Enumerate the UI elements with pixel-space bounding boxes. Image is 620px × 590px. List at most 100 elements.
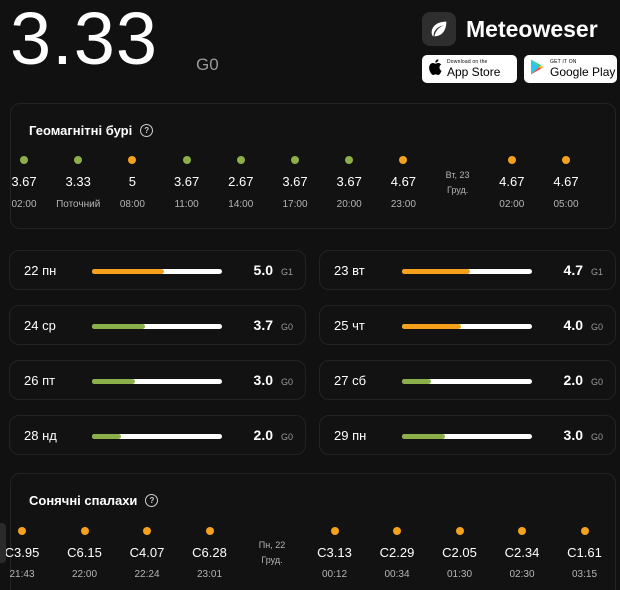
forecast-bar-track xyxy=(402,379,532,384)
geomagnetic-timeline-time: 23:00 xyxy=(390,199,416,210)
geomagnetic-timeline-value: 5 xyxy=(128,174,136,189)
forecast-bar-fill xyxy=(402,269,470,274)
forecast-day: 23 вт xyxy=(334,263,365,278)
brand-name: Meteoweser xyxy=(466,15,598,42)
forecast-g-level: G1 xyxy=(281,267,294,277)
solar-timeline-value: C3.13 xyxy=(317,545,352,560)
geomagnetic-timeline-time: Поточний xyxy=(56,199,101,210)
solar-level-dot xyxy=(80,527,89,535)
solar-timeline-time: 00:34 xyxy=(384,569,410,580)
solar-timeline-value: C3.95 xyxy=(4,545,40,560)
scroll-handle[interactable] xyxy=(0,523,6,563)
solar-timeline-value: C6.15 xyxy=(67,545,102,560)
forecast-card[interactable]: 22 пн 5.0 G1 xyxy=(9,250,306,290)
geomagnetic-timeline-value: 4.67 xyxy=(499,174,525,189)
forecast-bar-fill xyxy=(92,269,164,274)
solar-timeline-time: 23:01 xyxy=(196,569,223,580)
help-icon[interactable]: ? xyxy=(140,124,154,137)
solar-level-dot xyxy=(580,527,589,535)
geomagnetic-timeline-value: 4.67 xyxy=(553,174,579,189)
forecast-value: 2.0 xyxy=(563,372,583,388)
forecast-day: 29 пн xyxy=(334,428,367,443)
forecast-bar-fill xyxy=(402,379,431,384)
solar-day-line: Груд. xyxy=(261,555,283,565)
geomagnetic-level-dot xyxy=(74,156,83,164)
solar-flares-panel: Сонячні спалахи ? C3.95 21:43 C6.15 22:00 C4… xyxy=(5,473,616,590)
google-play-button[interactable]: GET IT ON Google Play xyxy=(524,55,617,83)
forecast-bar-track xyxy=(402,269,532,274)
geomagnetic-timeline-value: 3.67 xyxy=(11,174,37,189)
brand[interactable]: Meteoweser xyxy=(422,12,598,46)
geomagnetic-title-row: Геомагнітні бурі ? xyxy=(29,123,154,138)
forecast-value: 3.0 xyxy=(563,427,583,443)
forecast-card[interactable]: 27 сб 2.0 G0 xyxy=(319,360,616,400)
forecast-g-level: G0 xyxy=(281,322,294,332)
solar-timeline-value: C2.34 xyxy=(504,545,540,560)
help-icon[interactable]: ? xyxy=(145,494,159,507)
forecast-card[interactable]: 29 пн 3.0 G0 xyxy=(319,415,616,455)
app-store-large: App Store xyxy=(447,65,501,79)
solar-level-dot xyxy=(143,527,151,535)
geomagnetic-level-dot xyxy=(236,156,245,164)
geomagnetic-level-dot xyxy=(507,156,516,164)
forecast-day: 27 сб xyxy=(334,373,367,388)
forecast-value: 5.0 xyxy=(253,262,273,278)
forecast-card[interactable]: 25 чт 4.0 G0 xyxy=(319,305,616,345)
geomagnetic-level-dot xyxy=(562,156,570,164)
solar-timeline-time: 00:12 xyxy=(321,569,348,580)
forecast-bar-track xyxy=(402,324,532,329)
solar-timeline-time: 22:00 xyxy=(71,569,98,580)
apple-icon xyxy=(428,58,442,80)
geomagnetic-timeline-time: 02:00 xyxy=(499,199,525,210)
geomagnetic-day-line: Груд. xyxy=(446,185,469,195)
forecast-bar-track xyxy=(92,434,222,439)
solar-level-dot xyxy=(18,527,26,535)
solar-timeline-time: 02:30 xyxy=(509,569,535,580)
geomagnetic-level-dot xyxy=(399,156,408,164)
forecast-card[interactable]: 26 пт 3.0 G0 xyxy=(9,360,306,400)
forecast-g-level: G1 xyxy=(591,267,604,277)
forecast-bar-fill xyxy=(92,324,146,329)
current-g-level: G0 xyxy=(196,55,219,74)
geomagnetic-level-dot xyxy=(20,156,28,164)
forecast-day: 22 пн xyxy=(24,263,57,278)
geomagnetic-level-dot xyxy=(128,156,137,164)
current-kp-value: 3.33 xyxy=(10,0,159,80)
solar-timeline-value: C6.28 xyxy=(192,545,227,560)
leaf-icon xyxy=(422,12,456,46)
geomagnetic-timeline-time: 14:00 xyxy=(228,199,254,210)
forecast-g-level: G0 xyxy=(591,432,604,442)
forecast-day: 26 пт xyxy=(24,373,56,388)
solar-timeline-value: C2.05 xyxy=(442,545,477,560)
geomagnetic-timeline-value: 4.67 xyxy=(390,174,417,189)
geomagnetic-panel: Геомагнітні бурі ? 3.67 02:00 3.33 Поточний… xyxy=(10,103,616,229)
geomagnetic-timeline-time: 02:00 xyxy=(11,199,37,210)
forecast-bar-track xyxy=(92,269,222,274)
app-store-small: Download on the xyxy=(447,59,488,65)
solar-level-dot xyxy=(455,527,464,535)
solar-timeline-time: 21:43 xyxy=(9,569,35,580)
solar-timeline-value: C1.61 xyxy=(567,545,602,560)
solar-timeline-time: 03:15 xyxy=(571,569,598,580)
forecast-value: 3.7 xyxy=(253,317,273,333)
solar-level-dot xyxy=(330,527,339,535)
geomagnetic-timeline-time: 05:00 xyxy=(553,199,579,210)
forecast-value: 2.0 xyxy=(253,427,273,443)
forecast-card[interactable]: 28 нд 2.0 G0 xyxy=(9,415,306,455)
forecast-value: 3.0 xyxy=(253,372,273,388)
geomagnetic-level-dot xyxy=(345,156,354,164)
google-play-large: Google Play xyxy=(550,65,616,79)
geomagnetic-day-separator: Вт, 23 Груд. xyxy=(428,168,488,198)
solar-title: Сонячні спалахи xyxy=(29,493,138,508)
forecast-card[interactable]: 23 вт 4.7 G1 xyxy=(319,250,616,290)
geomagnetic-timeline-time: 11:00 xyxy=(174,199,199,210)
geomagnetic-timeline-value: 3.33 xyxy=(65,174,91,189)
geomagnetic-timeline-value: 2.67 xyxy=(228,174,254,189)
forecast-g-level: G0 xyxy=(281,432,294,442)
forecast-card[interactable]: 24 ср 3.7 G0 xyxy=(9,305,306,345)
forecast-bar-fill xyxy=(92,379,135,384)
solar-timeline-time: 22:24 xyxy=(134,569,160,580)
app-store-button[interactable]: Download on the App Store xyxy=(422,55,517,83)
forecast-bar-track xyxy=(92,324,222,329)
geomagnetic-timeline-time: 08:00 xyxy=(119,199,145,210)
